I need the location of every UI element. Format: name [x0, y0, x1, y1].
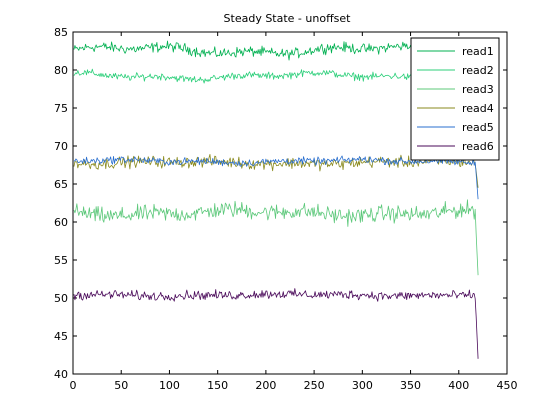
- legend: read1 read2 read3 read4 read5 read6: [410, 37, 500, 161]
- legend-box: [410, 37, 500, 161]
- legend-label-read2: read2: [462, 64, 494, 77]
- legend-label-read6: read6: [462, 140, 494, 153]
- y-tick-label: 70: [54, 140, 68, 153]
- x-tick-label: 450: [497, 379, 518, 392]
- x-tick-label: 100: [159, 379, 180, 392]
- y-tick-label: 50: [54, 292, 68, 305]
- x-tick-label: 400: [448, 379, 469, 392]
- x-tick-label: 150: [207, 379, 228, 392]
- y-tick-label: 60: [54, 216, 68, 229]
- x-axis: 0 50 100 150 200 250 300 350 400 450: [70, 32, 518, 392]
- y-axis: 40 45 50 55 60 65 70 75 80 85: [54, 26, 507, 381]
- x-tick-label: 250: [304, 379, 325, 392]
- y-tick-label: 75: [54, 102, 68, 115]
- series-line-read6: [73, 288, 479, 359]
- y-tick-label: 80: [54, 64, 68, 77]
- x-tick-label: 200: [255, 379, 276, 392]
- legend-label-read4: read4: [462, 102, 494, 115]
- chart-title: Steady State - unoffset: [224, 12, 352, 25]
- y-tick-label: 55: [54, 254, 68, 267]
- y-tick-label: 65: [54, 178, 68, 191]
- x-tick-label: 50: [114, 379, 128, 392]
- x-tick-label: 350: [400, 379, 421, 392]
- y-tick-label: 40: [54, 368, 68, 381]
- legend-label-read5: read5: [462, 121, 494, 134]
- y-tick-label: 45: [54, 330, 68, 343]
- x-tick-label: 300: [352, 379, 373, 392]
- series-line-read5: [73, 155, 479, 200]
- legend-label-read3: read3: [462, 83, 494, 96]
- legend-label-read1: read1: [462, 45, 494, 58]
- y-tick-label: 85: [54, 26, 68, 39]
- x-tick-label: 0: [70, 379, 77, 392]
- series-line-read3: [73, 199, 479, 276]
